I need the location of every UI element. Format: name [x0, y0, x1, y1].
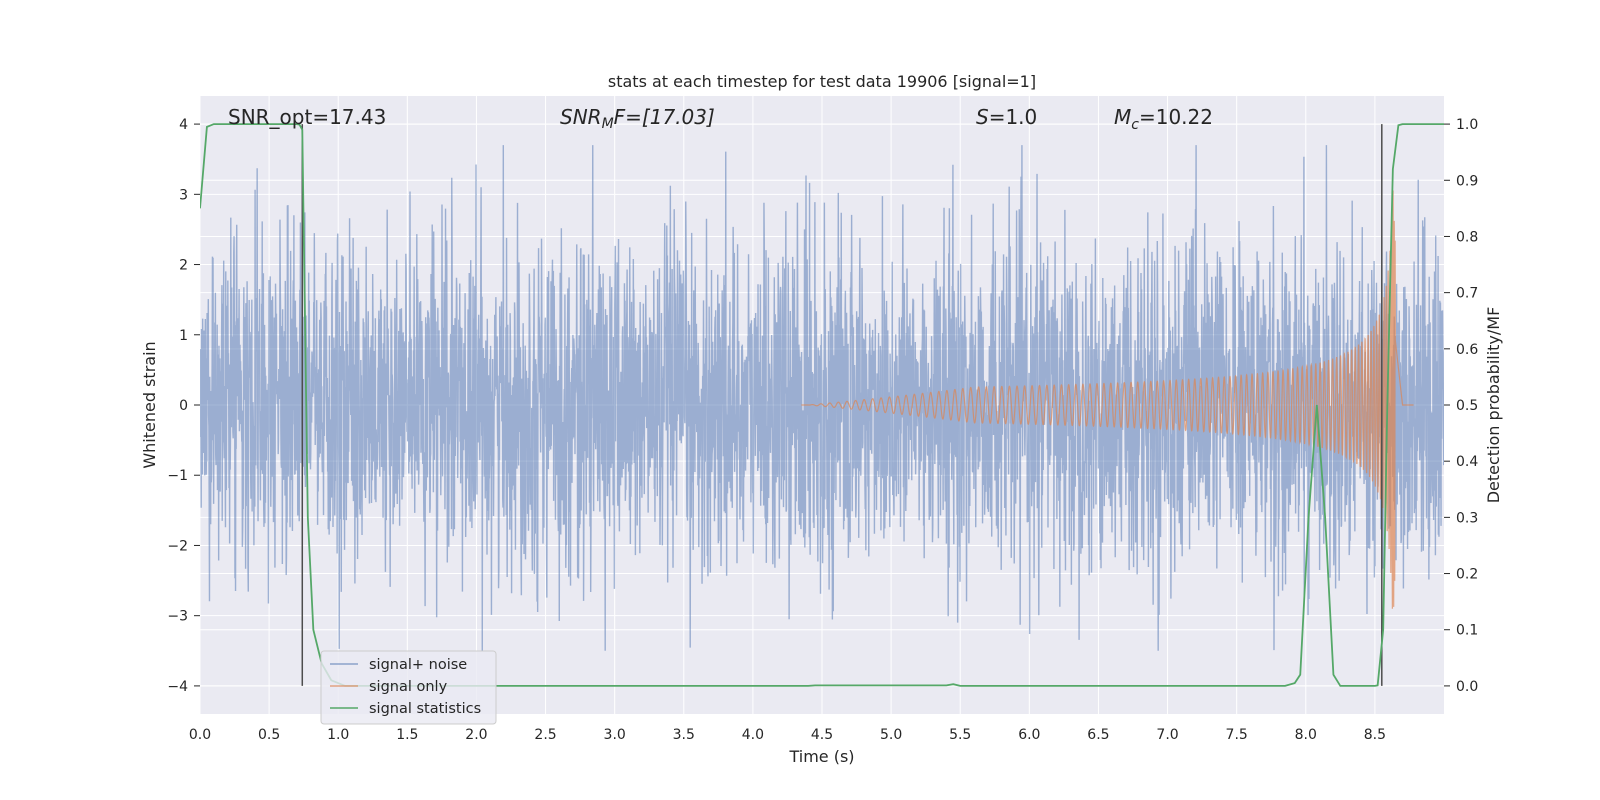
annotation-mc-value: =10.22 [1139, 105, 1213, 129]
y-right-tick-label: 0.1 [1456, 623, 1478, 639]
annotation-s: S=1.0 [976, 105, 1037, 129]
legend: signal+ noise signal only signal statist… [320, 650, 497, 725]
y-right-tick-label: 0.2 [1456, 567, 1478, 583]
annotation-snr-mf: SNRMF=[17.03] [560, 105, 715, 132]
y-tick-label: −2 [167, 538, 188, 554]
y-tick-label: 0 [179, 398, 188, 414]
x-tick-label: 5.0 [880, 727, 902, 743]
x-tick-label: 0.0 [189, 727, 211, 743]
y-right-tick-label: 0.3 [1456, 510, 1478, 526]
x-axis-label: Time (s) [788, 747, 854, 766]
y-tick-label: 3 [179, 187, 188, 203]
x-tick-label: 6.5 [1087, 727, 1109, 743]
x-tick-label: 1.0 [327, 727, 349, 743]
x-tick-label: 4.5 [811, 727, 833, 743]
legend-label-signal-statistics: signal statistics [369, 701, 481, 717]
legend-label-signal-only: signal only [369, 679, 448, 695]
annotation-snr-mf-rest: F=[17.03] [614, 105, 715, 129]
y-ticks-right: 1.0 0.9 0.8 0.7 0.6 0.5 0.4 0.3 0.2 0.1 0.0 [1444, 117, 1478, 695]
legend-label-signal-noise: signal+ noise [369, 657, 467, 673]
legend-box [320, 650, 497, 725]
x-tick-label: 0.5 [258, 727, 280, 743]
y-right-tick-label: 0.6 [1456, 342, 1478, 358]
y-right-tick-label: 0.4 [1456, 454, 1478, 470]
y-axis-label-right: Detection probability/MF [1484, 307, 1503, 504]
series-layer [200, 123, 1444, 687]
x-tick-label: 3.0 [604, 727, 626, 743]
x-tick-label: 2.5 [534, 727, 556, 743]
x-tick-label: 3.5 [673, 727, 695, 743]
series-signal-statistics-line [200, 123, 1444, 687]
annotation-snr-mf-sub: M [602, 116, 614, 132]
x-tick-label: 5.5 [949, 727, 971, 743]
series-signal-only-line [801, 190, 1414, 609]
annotation-s-symbol: S [976, 105, 989, 129]
series-signal-noise-line [200, 145, 1444, 651]
x-tick-label: 8.0 [1295, 727, 1317, 743]
annotation-snr-mf-symbol: SNR [560, 105, 602, 129]
chart-title: stats at each timestep for test data 199… [608, 72, 1036, 91]
x-tick-label: 1.5 [396, 727, 418, 743]
y-tick-label: 4 [179, 117, 188, 133]
x-tick-label: 2.0 [465, 727, 487, 743]
y-right-tick-label: 0.5 [1456, 398, 1478, 414]
y-tick-label: −3 [167, 609, 188, 625]
x-tick-label: 8.5 [1364, 727, 1386, 743]
y-axis-label: Whitened strain [140, 341, 159, 468]
x-tick-label: 6.0 [1018, 727, 1040, 743]
y-right-tick-label: 0.0 [1456, 679, 1478, 695]
annotation-mc-sub: c [1131, 117, 1139, 133]
annotation-s-value: =1.0 [989, 105, 1038, 129]
annotation-snr-opt: SNR_opt=17.43 [228, 105, 386, 129]
y-tick-label: −4 [167, 679, 188, 695]
x-tick-label: 4.0 [742, 727, 764, 743]
y-right-tick-label: 0.7 [1456, 286, 1478, 302]
annotation-mc: Mc=10.22 [1114, 105, 1213, 133]
y-tick-label: 2 [179, 258, 188, 274]
y-right-tick-label: 1.0 [1456, 117, 1478, 133]
x-tick-label: 7.0 [1156, 727, 1178, 743]
y-ticks: 4 3 2 1 0 −1 −2 −3 −4 [167, 117, 200, 695]
y-right-tick-label: 0.8 [1456, 229, 1478, 245]
annotation-mc-symbol: M [1114, 105, 1131, 129]
x-ticks: 0.0 0.5 1.0 1.5 2.0 2.5 3.0 3.5 4.0 4.5 5.0 5.5 6.0 6… [189, 727, 1386, 743]
y-right-tick-label: 0.9 [1456, 173, 1478, 189]
x-tick-label: 7.5 [1226, 727, 1248, 743]
y-tick-label: 1 [179, 328, 188, 344]
y-tick-label: −1 [167, 468, 188, 484]
